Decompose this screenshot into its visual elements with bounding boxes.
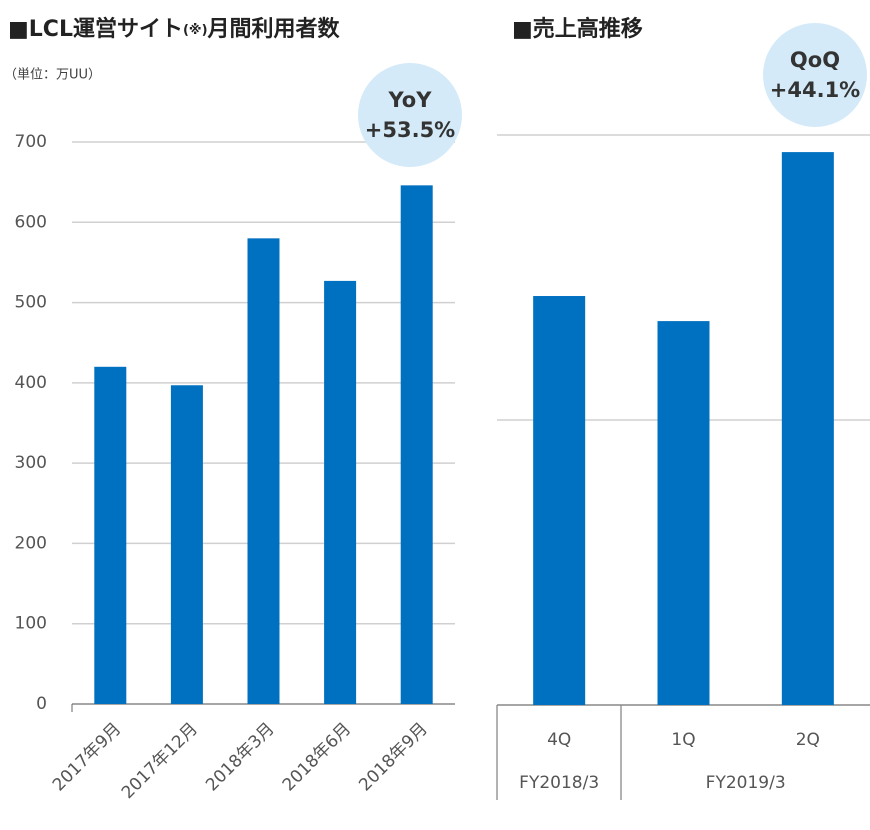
x-tick-label: 2018年9月 — [355, 719, 431, 795]
unit-label: （単位：万UU） — [4, 67, 101, 83]
x-tick-label: 2018年3月 — [202, 719, 278, 795]
y-tick-label: 400 — [15, 373, 47, 393]
bar — [400, 185, 433, 705]
y-tick-label: 100 — [15, 614, 47, 634]
y-tick-label: 500 — [15, 293, 47, 313]
x-tick-label: 2018年6月 — [279, 719, 355, 795]
bar — [533, 296, 586, 705]
x-tick-label: 2Q — [796, 730, 820, 750]
chart-title: ■LCL運営サイト(※)月間利用者数 — [8, 16, 341, 42]
title-part: ■LCL運営サイト — [8, 16, 183, 42]
y-tick-label: 700 — [15, 132, 47, 152]
annotation-text: +53.5% — [365, 118, 455, 142]
bar — [781, 152, 834, 706]
y-tick-label: 600 — [15, 212, 47, 232]
annotation-bubble — [358, 63, 462, 167]
x-tick-label: 2017年9月 — [49, 719, 125, 795]
x-tick-label: 1Q — [671, 730, 695, 750]
bar — [657, 321, 710, 705]
y-tick-label: 300 — [15, 453, 47, 473]
title-part: 月間利用者数 — [207, 16, 341, 42]
chart-title: ■売上高推移 — [512, 16, 643, 42]
annotation-bubble — [763, 23, 867, 127]
title-part: (※) — [183, 23, 208, 38]
group-label: FY2019/3 — [706, 773, 786, 793]
group-label: FY2018/3 — [519, 773, 599, 793]
annotation-text: YoY — [388, 88, 433, 112]
bar — [94, 366, 127, 704]
bar — [170, 385, 203, 704]
bar — [247, 238, 280, 705]
x-tick-label: 2017年12月 — [118, 719, 202, 803]
annotation-text: +44.1% — [770, 78, 860, 102]
x-tick-label: 4Q — [547, 730, 571, 750]
bar — [324, 280, 357, 704]
y-tick-label: 0 — [36, 694, 47, 714]
y-tick-label: 200 — [15, 533, 47, 553]
annotation-text: QoQ — [790, 48, 840, 72]
